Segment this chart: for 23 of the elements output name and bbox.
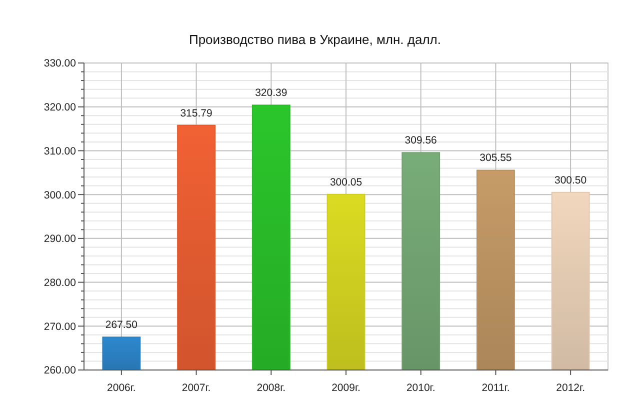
y-tick-label: 330.00 xyxy=(44,58,76,70)
y-tick-label: 270.00 xyxy=(44,320,76,333)
y-tick-label: 290.00 xyxy=(44,233,76,246)
y-tick-label: 310.00 xyxy=(44,145,76,158)
y-tick-label: 260.00 xyxy=(44,364,76,377)
data-label: 305.55 xyxy=(480,152,512,164)
x-tick-label: 2007г. xyxy=(182,382,211,394)
data-label: 300.05 xyxy=(330,176,362,188)
x-tick-label: 2006г. xyxy=(107,382,136,394)
x-tick-label: 2008г. xyxy=(256,382,286,394)
y-tick-label: 300.00 xyxy=(44,189,76,202)
x-tick-label: 2012г. xyxy=(556,382,585,394)
data-label: 267.50 xyxy=(105,319,138,332)
data-label: 315.79 xyxy=(180,107,212,120)
data-label: 309.56 xyxy=(404,134,438,147)
x-tick-label: 2010г. xyxy=(406,382,436,394)
x-tick-label: 2009г. xyxy=(332,382,360,394)
y-tick-label: 280.00 xyxy=(44,276,76,289)
data-label: 300.50 xyxy=(554,174,587,186)
chart-title: Производство пива в Украине, млн. далл. xyxy=(188,32,442,47)
y-tick-label: 320.00 xyxy=(44,102,76,114)
x-tick-label: 2011г. xyxy=(482,382,510,394)
data-label: 320.39 xyxy=(255,87,288,100)
